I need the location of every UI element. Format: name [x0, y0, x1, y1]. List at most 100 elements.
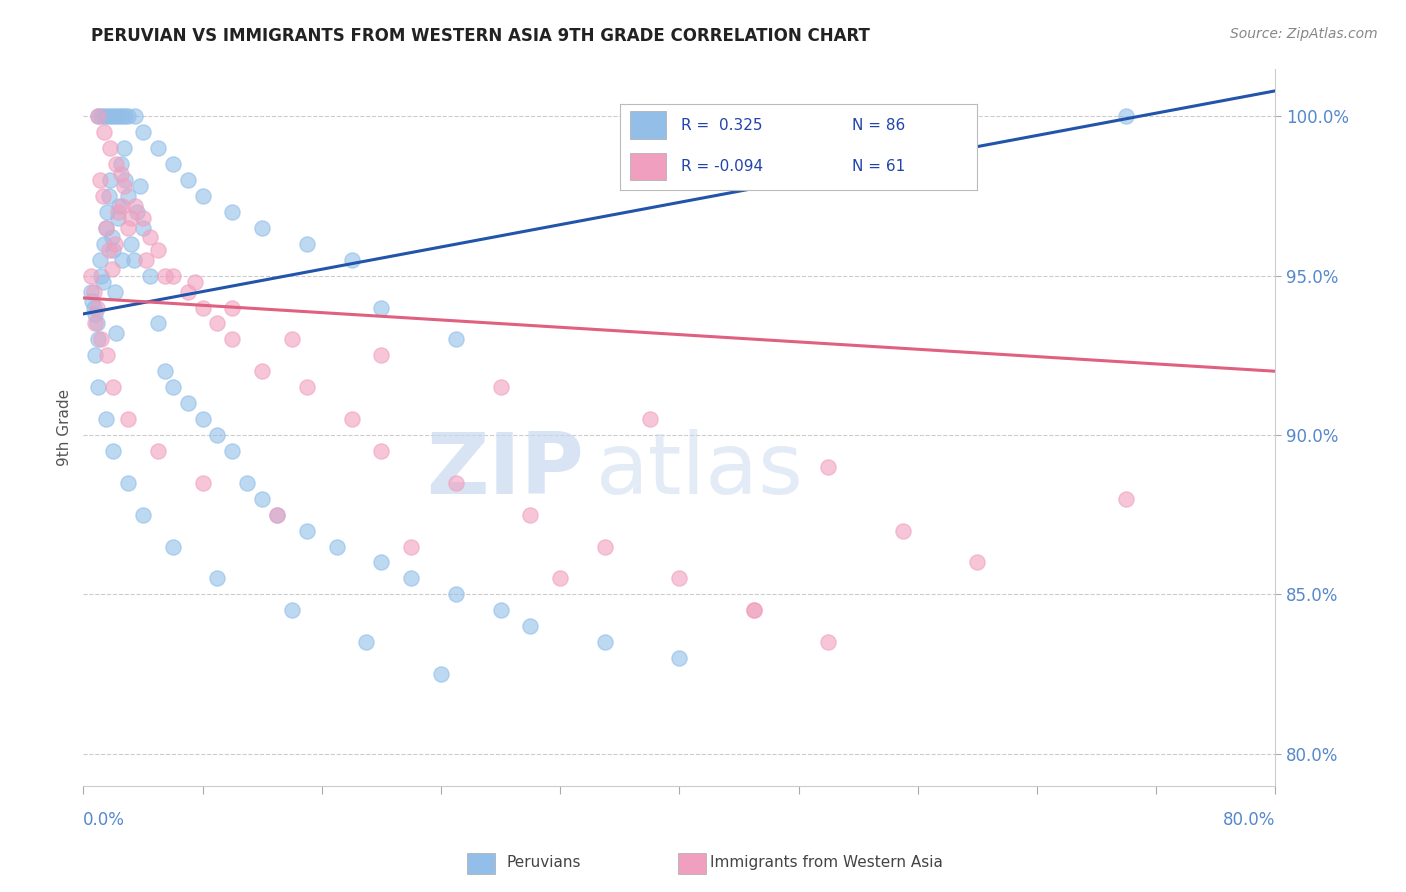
Point: [1115, 491, 1137, 506]
Point: [110, 167, 132, 181]
Point: [221, 301, 243, 315]
Point: [108, 198, 131, 212]
Point: [96, 109, 118, 123]
Point: [103, 285, 125, 299]
Point: [295, 236, 318, 251]
Point: [117, 475, 139, 490]
Point: [101, 243, 124, 257]
Point: [668, 651, 690, 665]
Point: [87, 380, 110, 394]
Point: [184, 275, 207, 289]
Point: [146, 243, 169, 257]
Point: [146, 444, 169, 458]
Point: [356, 635, 378, 649]
Point: [80, 285, 103, 299]
Point: [105, 326, 128, 340]
Point: [98, 109, 121, 123]
Point: [111, 109, 134, 123]
Point: [120, 236, 142, 251]
Point: [101, 444, 124, 458]
Point: [281, 603, 304, 617]
Point: [399, 540, 422, 554]
Point: [162, 540, 184, 554]
Point: [155, 268, 177, 283]
Point: [191, 301, 214, 315]
Point: [101, 380, 124, 394]
Point: [135, 252, 157, 267]
Text: Immigrants from Western Asia: Immigrants from Western Asia: [710, 855, 943, 870]
Point: [112, 141, 135, 155]
Point: [94, 220, 117, 235]
Point: [176, 285, 198, 299]
Point: [98, 141, 121, 155]
Point: [295, 380, 318, 394]
Point: [91, 189, 114, 203]
Point: [83, 301, 105, 315]
Point: [489, 380, 512, 394]
Point: [100, 230, 122, 244]
Point: [207, 571, 229, 585]
Point: [162, 268, 184, 283]
Point: [250, 364, 273, 378]
Text: PERUVIAN VS IMMIGRANTS FROM WESTERN ASIA 9TH GRADE CORRELATION CHART: PERUVIAN VS IMMIGRANTS FROM WESTERN ASIA…: [91, 27, 870, 45]
Point: [97, 189, 120, 203]
Point: [162, 380, 184, 394]
Point: [207, 428, 229, 442]
Point: [221, 205, 243, 219]
Point: [91, 275, 114, 289]
Point: [122, 252, 145, 267]
Point: [124, 109, 146, 123]
Point: [266, 508, 288, 522]
Point: [191, 189, 214, 203]
Point: [89, 252, 111, 267]
Point: [139, 230, 162, 244]
Point: [111, 252, 134, 267]
Text: atlas: atlas: [596, 428, 804, 511]
Point: [112, 179, 135, 194]
Point: [94, 220, 117, 235]
Point: [191, 412, 214, 426]
Point: [162, 157, 184, 171]
Point: [593, 635, 616, 649]
Point: [444, 587, 467, 601]
Point: [100, 262, 122, 277]
Point: [340, 252, 363, 267]
Point: [93, 125, 115, 139]
Point: [250, 491, 273, 506]
Point: [87, 332, 110, 346]
Point: [80, 268, 103, 283]
Point: [742, 603, 765, 617]
Point: [176, 396, 198, 410]
Point: [124, 198, 146, 212]
Point: [370, 301, 392, 315]
Point: [84, 307, 107, 321]
Point: [966, 556, 988, 570]
Point: [295, 524, 318, 538]
Point: [103, 236, 125, 251]
Point: [146, 141, 169, 155]
Point: [340, 412, 363, 426]
Point: [117, 412, 139, 426]
Point: [93, 236, 115, 251]
Point: [97, 243, 120, 257]
Point: [93, 109, 115, 123]
Point: [593, 540, 616, 554]
Point: [84, 348, 107, 362]
Point: [108, 109, 131, 123]
Point: [176, 173, 198, 187]
Point: [98, 173, 121, 187]
Point: [89, 173, 111, 187]
Point: [86, 317, 108, 331]
Point: [221, 444, 243, 458]
Point: [146, 317, 169, 331]
Point: [125, 205, 148, 219]
Point: [86, 301, 108, 315]
Point: [96, 205, 118, 219]
Point: [891, 109, 914, 123]
Point: [1115, 109, 1137, 123]
Point: [110, 157, 132, 171]
Point: [191, 475, 214, 490]
Point: [399, 571, 422, 585]
Text: Peruvians: Peruvians: [506, 855, 581, 870]
Point: [107, 211, 129, 226]
